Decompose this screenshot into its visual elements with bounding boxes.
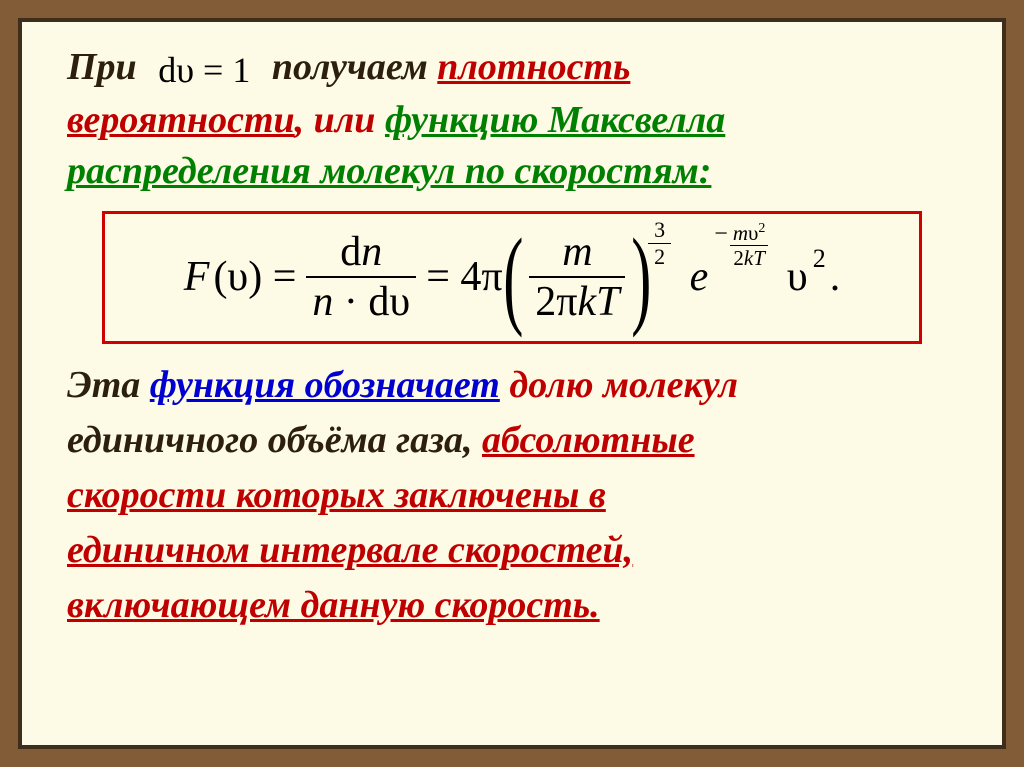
f-e: e xyxy=(690,253,709,301)
f-pow-num: 3 xyxy=(648,217,671,242)
p2-red-c1: скорости которых заключены в xyxy=(67,474,606,516)
f-frac2-T: T xyxy=(596,279,619,325)
p1-red1: плотность xyxy=(437,46,630,88)
p2-blue: функция обозначает xyxy=(150,364,500,406)
p2-red-c3: включающем данную скорость. xyxy=(67,584,600,626)
p2-red-b: абсолютные xyxy=(482,419,695,461)
f-tail-sq: 2 xyxy=(813,244,826,274)
p2-space xyxy=(500,364,510,406)
f-exp-minus: − xyxy=(714,221,728,248)
paragraph-1: При dυ = 1 получаем плотность вероятност… xyxy=(67,42,957,197)
f-exp-u: υ xyxy=(748,221,758,245)
f-frac2-m: m xyxy=(556,228,598,276)
p1-comma: , или xyxy=(295,99,385,141)
maxwell-formula: F (υ) = dn n · dυ = 4π ( m 2πkT ) xyxy=(184,228,840,327)
f-frac1-dn: n xyxy=(312,279,333,325)
p2-red-a: долю молекул xyxy=(509,364,738,406)
p1-green: функцию Максвелла xyxy=(385,99,725,141)
f-frac1-d: d xyxy=(340,229,361,275)
p1-under: распределения молекул по скоростям: xyxy=(67,150,711,192)
p1-mid: получаем xyxy=(272,46,437,88)
f-frac1: dn n · dυ xyxy=(306,228,416,327)
f-frac1-dot: · d xyxy=(333,279,389,325)
f-eq4pi: = 4π xyxy=(426,253,502,301)
p2-eta: Эта xyxy=(67,364,150,406)
f-tail-u: υ xyxy=(787,253,808,301)
f-lhs: F xyxy=(184,253,210,301)
p2-line2: единичного объёма газа, xyxy=(67,419,482,461)
f-power-3-2: 3 2 xyxy=(648,217,671,269)
inline-formula-du: dυ = 1 xyxy=(146,46,262,95)
f-frac2-k: k xyxy=(577,279,596,325)
f-exponent: − mυ2 2kT xyxy=(714,221,768,271)
f-frac2-2pi: 2π xyxy=(535,279,577,325)
f-lparen: ( xyxy=(503,231,523,325)
maxwell-formula-box: F (υ) = dn n · dυ = 4π ( m 2πkT ) xyxy=(102,211,922,344)
f-pow-den: 2 xyxy=(648,244,671,269)
f-frac1-du: υ xyxy=(389,279,410,325)
f-exp-m: m xyxy=(733,221,748,245)
f-exp-sq: 2 xyxy=(758,221,765,236)
f-lhs-arg: (υ) = xyxy=(213,253,296,301)
f-frac2: m 2πkT xyxy=(529,228,625,327)
p1-pre: При xyxy=(67,46,146,88)
p1-red2: вероятности xyxy=(67,99,295,141)
f-exp-T: T xyxy=(753,246,765,270)
f-frac1-n: n xyxy=(361,229,382,275)
slide-frame: При dυ = 1 получаем плотность вероятност… xyxy=(18,18,1006,749)
f-exp-2: 2 xyxy=(733,246,744,270)
f-exp-k: k xyxy=(744,246,753,270)
paragraph-2: Эта функция обозначает долю молекул един… xyxy=(67,358,957,633)
f-period: . xyxy=(830,253,841,301)
p2-red-c2: единичном интервале скоростей, xyxy=(67,529,633,571)
